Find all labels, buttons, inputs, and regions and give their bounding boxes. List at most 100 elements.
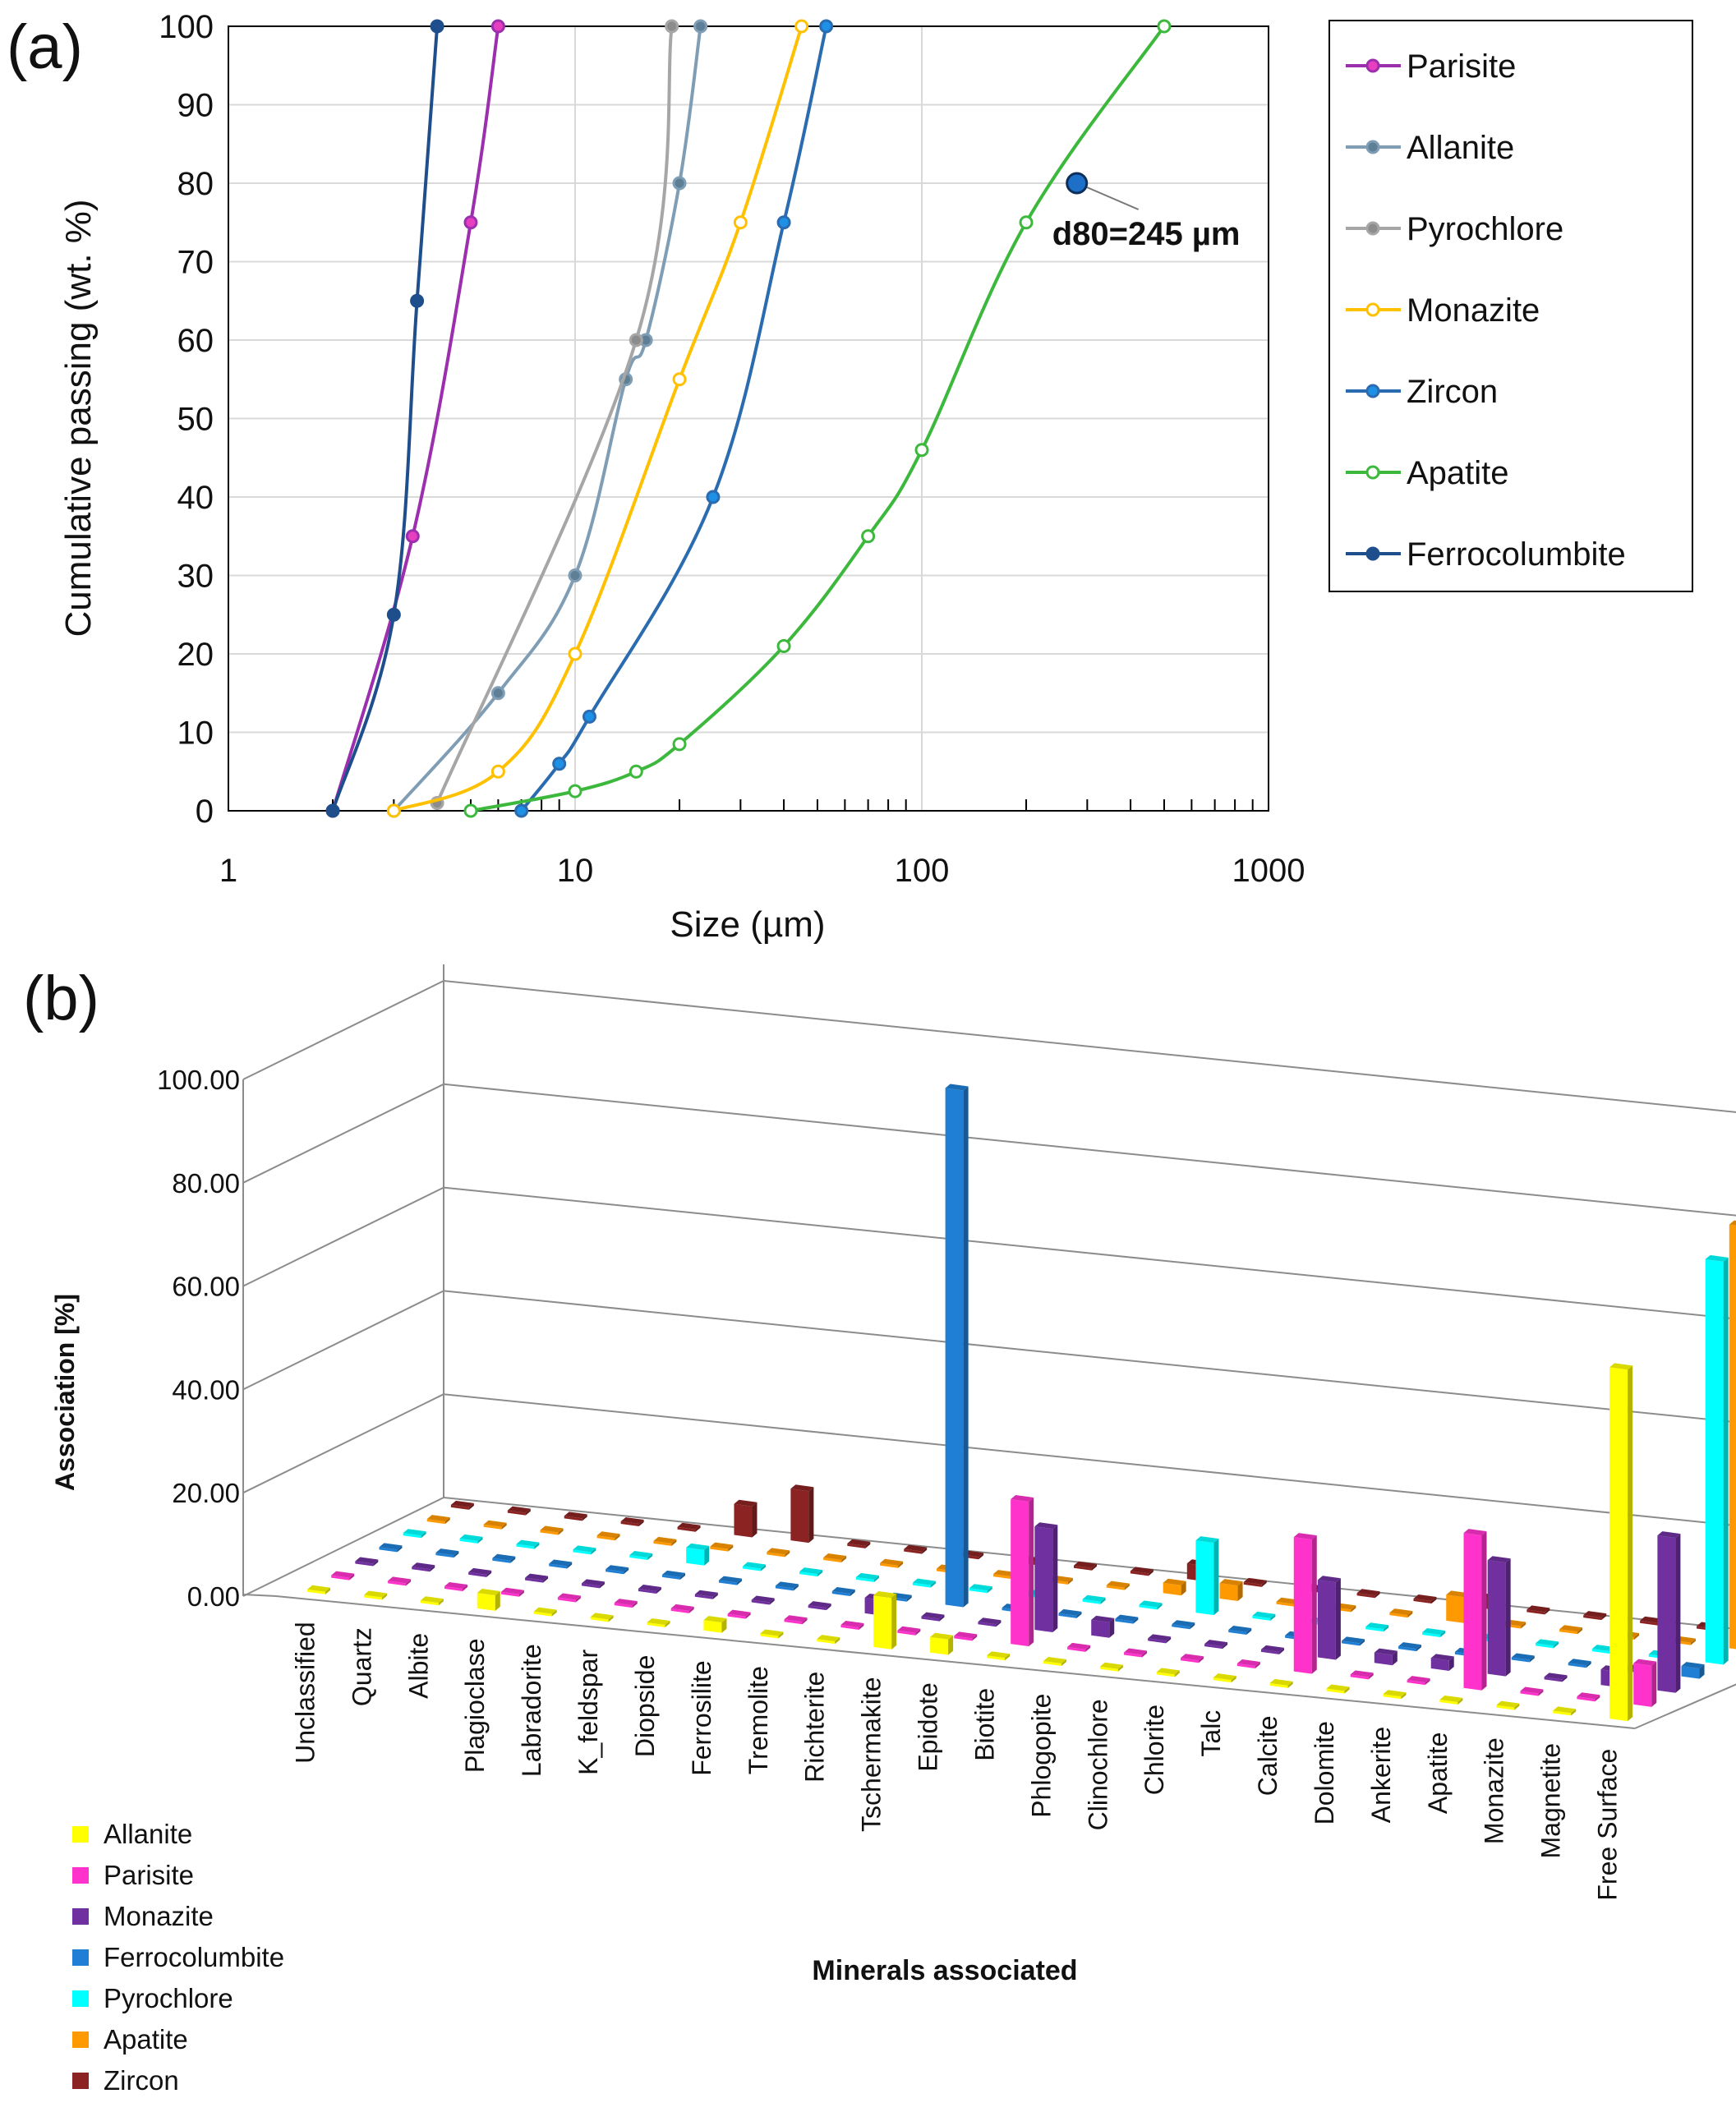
chart-b-bar-parisite	[331, 1571, 355, 1581]
chart-b-bar-side	[1723, 1257, 1729, 1665]
chart-b-bar-side	[817, 1570, 823, 1577]
chart-b-category-label: Free Surface	[1593, 1749, 1623, 1901]
chart-b-bar-monazite	[1260, 1645, 1284, 1654]
chart-b-bar-side	[1360, 1639, 1365, 1646]
chart-b-bar-ferrocolumbite	[831, 1587, 855, 1597]
chart-a-point-apatite	[629, 764, 643, 779]
chart-b-bar-side	[785, 1550, 790, 1558]
chart-b-bar-top	[331, 1571, 355, 1578]
chart-b-bar-side	[1311, 1535, 1317, 1674]
chart-a-legend-box	[1328, 20, 1693, 592]
chart-b-bar-side	[948, 1635, 954, 1655]
chart-a-ytick-label: 80	[177, 166, 214, 202]
chart-b-bar-front	[686, 1547, 705, 1566]
chart-b-bar-apatite	[1106, 1581, 1130, 1590]
chart-b-bar-front	[930, 1636, 949, 1655]
chart-b-bar-side	[1237, 1581, 1243, 1601]
chart-b-bar-side	[1287, 1681, 1293, 1688]
chart-b-bar-side	[1246, 1627, 1252, 1635]
chart-b-bar-top	[727, 1609, 751, 1617]
chart-b-bar-front	[1073, 1565, 1092, 1571]
chart-b-floor-edge	[242, 1594, 1736, 1729]
chart-b-bar-side	[638, 1520, 644, 1527]
chart-b-bar-side	[1157, 1603, 1163, 1610]
chart-b-bar-zircon	[677, 1522, 701, 1532]
chart-b-bar-side	[1586, 1661, 1591, 1668]
chart-b-bar-ferrocolumbite	[549, 1559, 573, 1569]
chart-b-bar-front	[1463, 1533, 1482, 1691]
chart-b-bar-front	[1487, 1560, 1506, 1677]
chart-b-bar-ferrocolumbite	[1568, 1659, 1591, 1668]
chart-b-bar-monazite	[638, 1585, 661, 1594]
chart-b-category-label: Quartz	[347, 1627, 376, 1706]
chart-b-bar-parisite	[1067, 1642, 1091, 1652]
chart-b-bar-side	[761, 1564, 767, 1571]
chart-b-bar-side	[501, 1522, 507, 1530]
chart-b-bar-side	[525, 1508, 531, 1516]
chart-b-bar-side	[915, 1628, 921, 1636]
chart-b-bar-front	[477, 1593, 495, 1611]
chart-b-back-gridline	[443, 1083, 1736, 1217]
chart-b-bar-front	[1148, 1638, 1167, 1644]
chart-b-bar-top	[840, 1621, 864, 1628]
chart-b-bar-side	[963, 1086, 969, 1608]
chart-b-bar-top	[1124, 1648, 1148, 1655]
chart-b-bar-front	[775, 1585, 794, 1591]
chart-b-bar-parisite	[614, 1599, 638, 1608]
chart-b-bar-apatite	[710, 1542, 734, 1552]
chart-b-bar-pyrochlore	[1365, 1622, 1389, 1632]
chart-b-bar-top	[379, 1543, 403, 1550]
chart-b-bar-top	[525, 1573, 549, 1581]
chart-b-bar-top	[751, 1595, 775, 1603]
chart-b-bar-top	[1091, 1615, 1115, 1622]
chart-b-ytick-label: 60.00	[172, 1272, 240, 1302]
chart-b-bar-front	[1526, 1609, 1545, 1615]
chart-b-category-label: Clinochlore	[1083, 1699, 1112, 1830]
chart-b-bar-front	[533, 1611, 552, 1617]
chart-b-bar-side	[808, 1487, 814, 1544]
chart-b-bar-side	[1553, 1641, 1559, 1649]
chart-b-bar-side	[793, 1584, 799, 1591]
chart-b-category-label: Richterite	[800, 1672, 830, 1783]
chart-b-bar-side	[688, 1606, 694, 1613]
chart-b-bar-front	[1091, 1619, 1110, 1638]
chart-b-legend-label: Zircon	[104, 2065, 179, 2096]
chart-b-bar-top	[564, 1512, 587, 1519]
chart-b-bar-front	[450, 1504, 469, 1510]
chart-b-bar-front	[992, 1574, 1011, 1580]
chart-b-bar-parisite	[954, 1631, 978, 1641]
chart-b-bar-front	[420, 1600, 439, 1606]
chart-b-bar-front	[653, 1540, 672, 1546]
chart-b-bar-front	[1213, 1677, 1232, 1683]
chart-b-bar-front	[1326, 1688, 1345, 1694]
chart-b-bar-side	[1085, 1645, 1091, 1652]
chart-a-xtick-label: 1	[219, 853, 237, 889]
chart-b-bar-side	[736, 1578, 742, 1585]
chart-b-bar-front	[1219, 1583, 1238, 1601]
chart-b-legend-item: Zircon	[72, 2060, 368, 2101]
chart-a-point-zircon	[514, 803, 529, 818]
chart-b-bar-top	[492, 1553, 516, 1561]
chart-b-bar-front	[1099, 1666, 1118, 1672]
chart-b-bar-ferrocolumbite	[1115, 1614, 1139, 1624]
chart-b-bar-apatite	[1389, 1608, 1413, 1618]
chart-b-bar-top	[1236, 1659, 1260, 1666]
chart-b-bar-top	[1180, 1654, 1204, 1661]
chart-b-bar-monazite	[581, 1579, 605, 1589]
chart-b-legend-label: Apatite	[104, 2024, 188, 2054]
chart-b-bar-front	[1640, 1620, 1659, 1626]
chart-b-bar-top	[1633, 1659, 1657, 1666]
chart-b-category-labels: Unclassified Quartz Albite Plagioclase Labra…	[290, 1622, 1622, 1900]
chart-b-bar-zircon	[1130, 1567, 1153, 1576]
chart-b-ytick-label: 40.00	[172, 1374, 240, 1405]
chart-b-bar-side	[1100, 1597, 1106, 1604]
chart-b-bar-top	[540, 1525, 564, 1533]
chart-b-bar-top	[784, 1615, 808, 1622]
chart-b-bar-ferrocolumbite	[1398, 1642, 1421, 1652]
chart-b-bar-top	[1389, 1608, 1413, 1616]
chart-b-bar-front	[606, 1569, 624, 1575]
chart-b-floor-right-edge	[1634, 1683, 1736, 1729]
chart-b-bar-allanite	[873, 1590, 897, 1650]
